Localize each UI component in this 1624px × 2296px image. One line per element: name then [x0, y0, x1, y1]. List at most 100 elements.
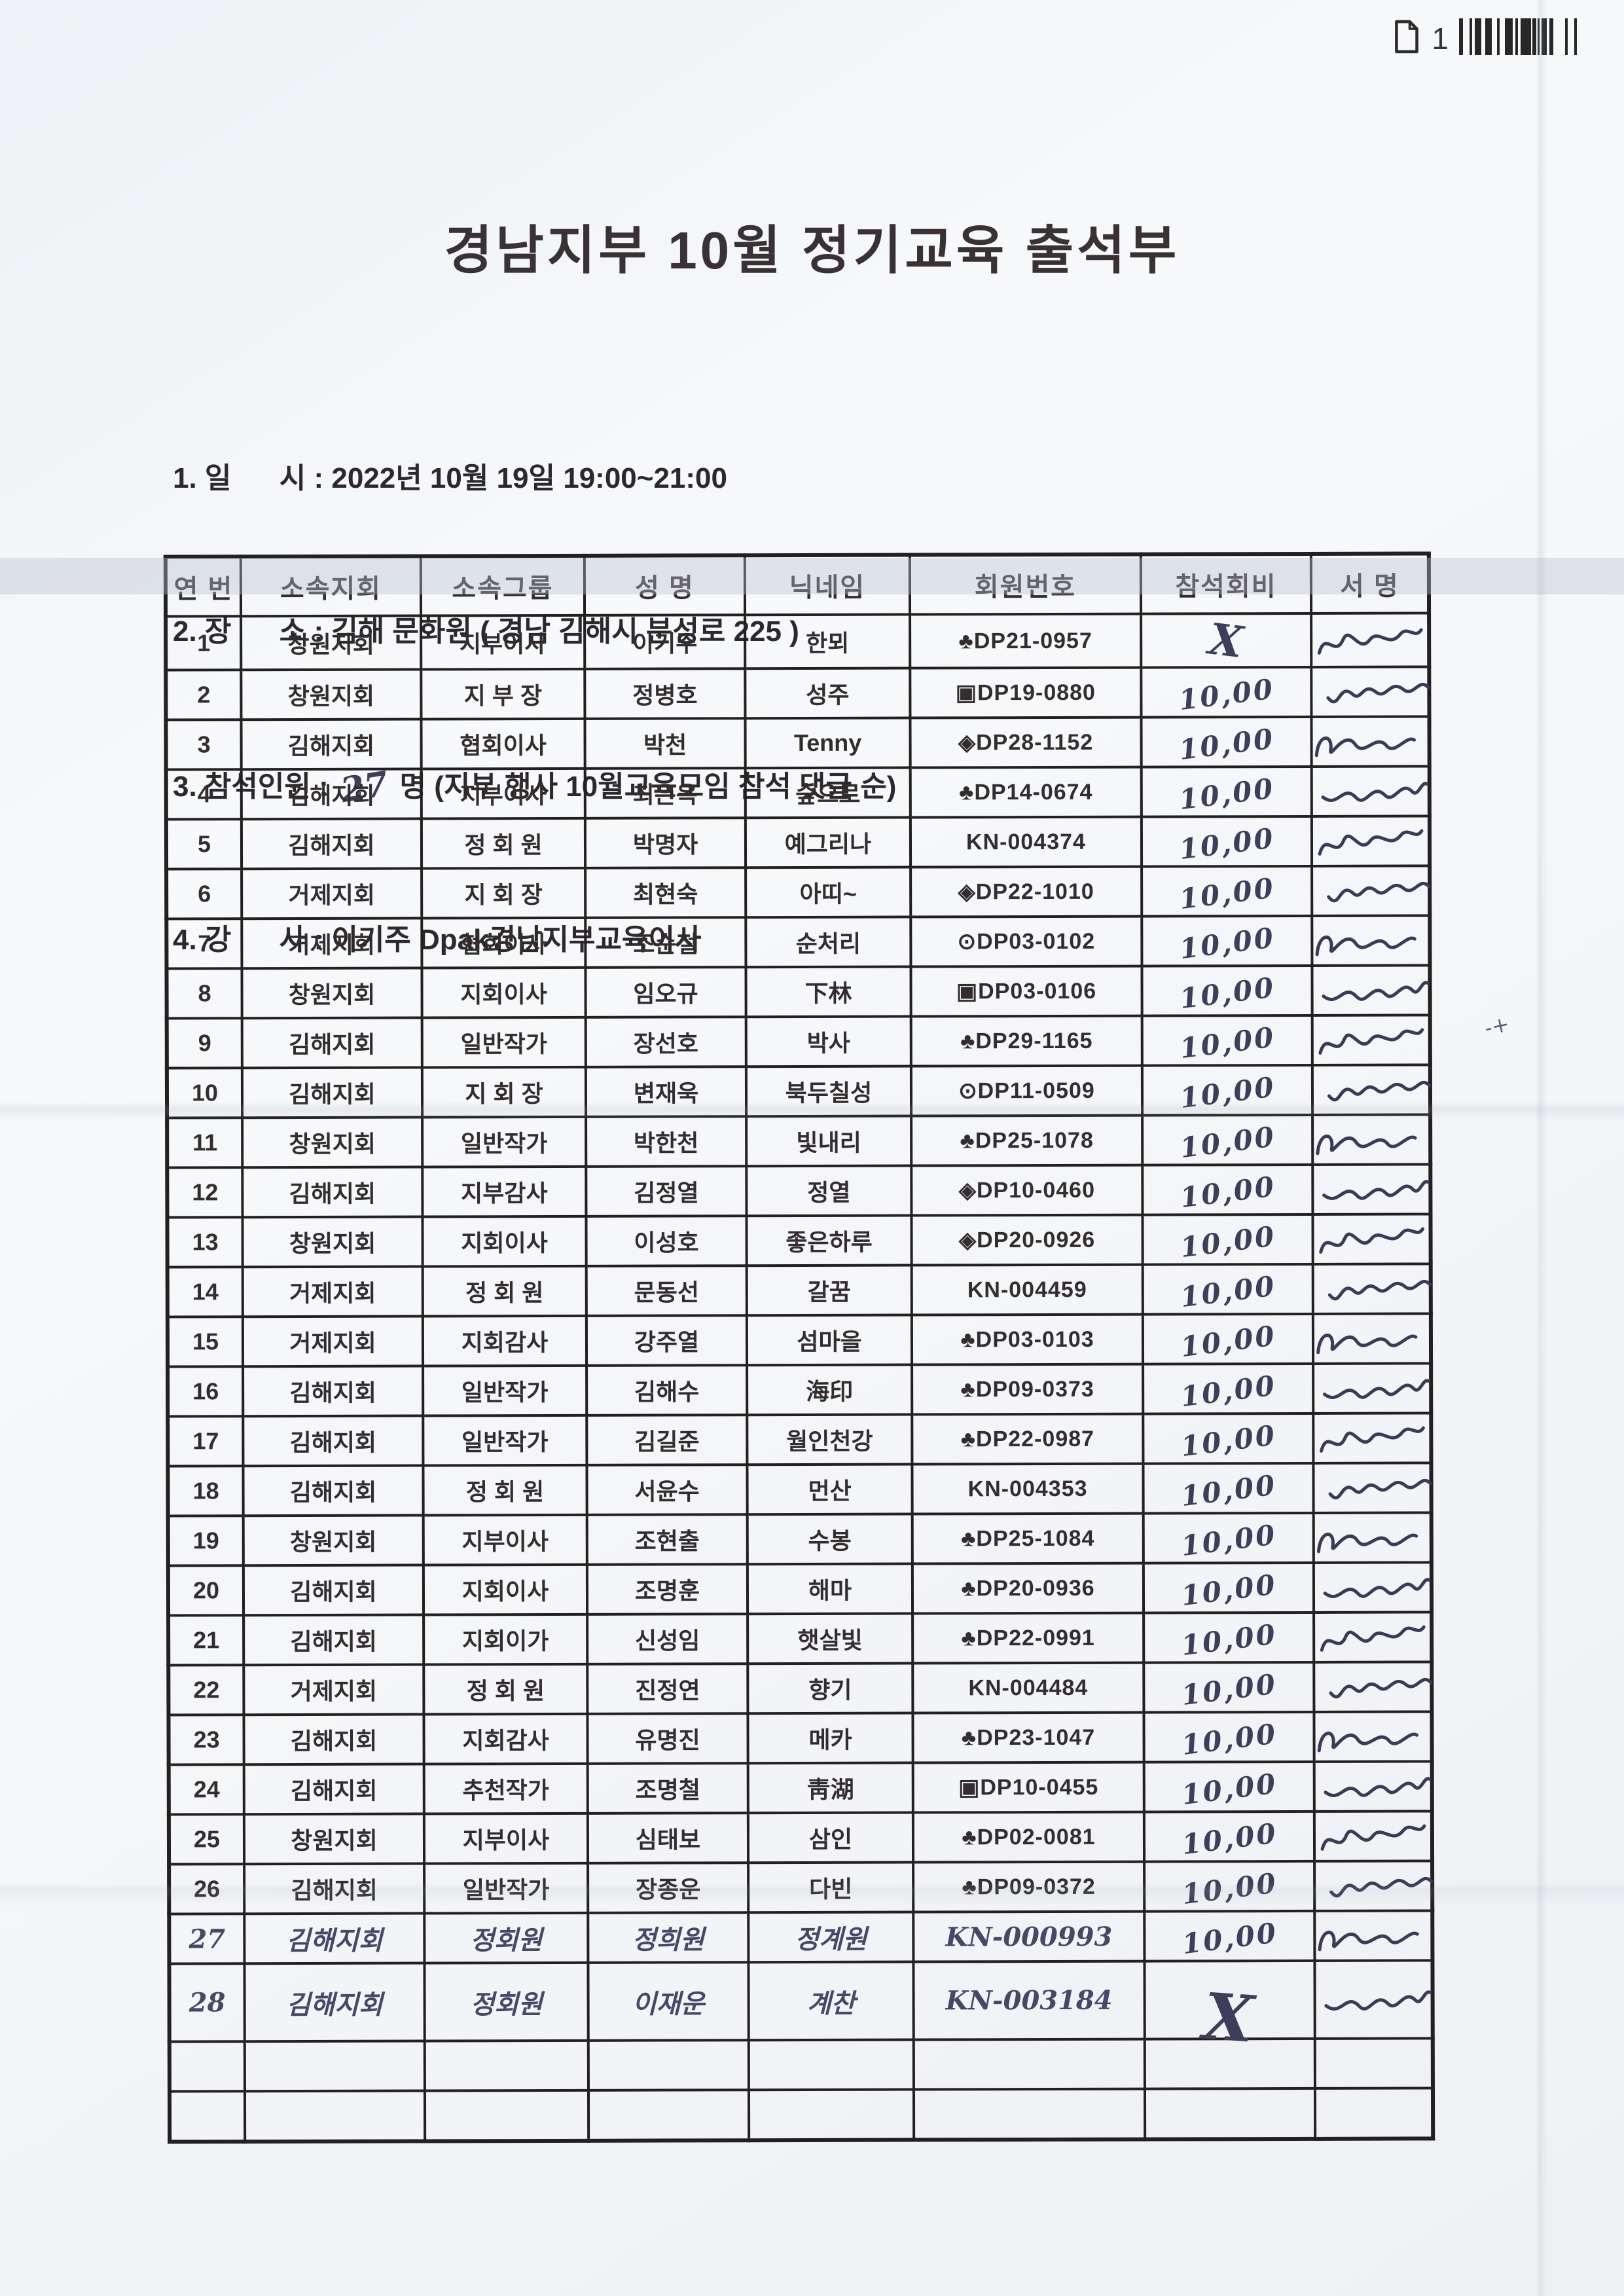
cell-fee: 10,00: [1144, 1711, 1314, 1762]
cell-fee: 10,00: [1141, 666, 1312, 718]
cell-member-number: ◈DP20-0926: [911, 1214, 1143, 1266]
cell-nickname: Tenny: [745, 718, 911, 769]
cell-no: 17: [168, 1416, 244, 1467]
cell-nickname: 향기: [748, 1663, 913, 1714]
cell-member-number: ◈DP22-1010: [911, 866, 1142, 917]
cell-signature: [1313, 1562, 1432, 1613]
cell-branch: 김해지회: [241, 818, 422, 869]
cell-nickname: 삼인: [748, 1812, 914, 1863]
cell-name: 정희원: [588, 1912, 749, 1963]
cell-branch: 창원지회: [242, 1216, 423, 1267]
handwritten-fee: 10,00: [1177, 771, 1276, 816]
signature-scribble: [1327, 1279, 1432, 1301]
cell-signature: [1312, 866, 1430, 916]
cell-no: 15: [167, 1317, 244, 1367]
cell-nickname: 섬마을: [746, 1315, 912, 1366]
table-row: [169, 2088, 1434, 2142]
cell-signature: [1314, 1910, 1433, 1961]
cell-no: 10: [166, 1068, 243, 1118]
attendance-table-body: 1 창원지회 지부이사 이기주 한뫼 ♣DP21-0957 X 2 창원지회 지 부 장 정병호 성주…: [166, 613, 1434, 2142]
cell-member-number: [913, 2088, 1146, 2140]
table-row: 23 김해지회 지회감사 유명진 메카 ♣DP23-1047 10,00: [168, 1711, 1432, 1765]
cell-branch: [244, 2090, 425, 2142]
cell-group: 정 회 원: [421, 818, 586, 869]
cell-name: 유명진: [587, 1713, 748, 1764]
signature-scribble: [1320, 1625, 1426, 1652]
cell-name: 문동선: [586, 1266, 747, 1316]
cell-member-number: KN-004353: [912, 1463, 1144, 1514]
cell-no: 20: [168, 1565, 244, 1616]
cell-branch: 김해지회: [242, 1067, 423, 1118]
handwritten-fee: 10,00: [1178, 970, 1277, 1015]
cell-signature: [1314, 1711, 1432, 1762]
cell-signature: [1314, 1761, 1432, 1812]
cell-name: 이성호: [586, 1216, 747, 1266]
cell-fee: 10,00: [1142, 1065, 1313, 1116]
table-row: 26 김해지회 일반작가 장종운 다빈 ♣DP09-0372 10,00: [169, 1861, 1433, 1914]
cell-name: 이기주: [585, 615, 746, 669]
cell-name: 변재욱: [585, 1066, 747, 1117]
table-row: 14 거제지회 정 회 원 문동선 갈꿈 KN-004459 10,00: [167, 1264, 1432, 1317]
cell-group: 지회이사: [422, 1216, 586, 1267]
table-row: 17 김해지회 일반작가 김길준 월인천강 ♣DP22-0987 10,00: [168, 1413, 1432, 1467]
cell-name: 장종운: [588, 1863, 749, 1913]
cell-no: 6: [166, 869, 242, 919]
cell-nickname: 예그리나: [745, 817, 911, 868]
cell-signature: [1314, 1861, 1433, 1911]
info-value: 이기주 Dpak경남지부교육이사: [331, 924, 702, 956]
handwritten-fee: 10,00: [1179, 1518, 1278, 1562]
cell-branch: 거제지회: [242, 918, 422, 969]
barcode-icon: [1459, 18, 1590, 58]
cell-fee: 10,00: [1143, 1463, 1314, 1514]
cell-no: 9: [166, 1018, 242, 1068]
signature-scribble: [1314, 737, 1416, 757]
table-row: 15 거제지회 지회감사 강주열 섬마을 ♣DP03-0103 10,00: [167, 1313, 1432, 1367]
cell-nickname: [748, 2039, 914, 2090]
handwritten-fee: 10,00: [1180, 1866, 1280, 1910]
table-row: 4 김해지회 지부이사 최은옥 숲으로 ♣DP14-0674 10,00: [166, 766, 1430, 820]
cell-name: 임오규: [585, 967, 746, 1017]
cell-branch: 창원지회: [242, 968, 422, 1019]
cell-group: 지회이가: [424, 1614, 588, 1665]
cell-branch: 김해지회: [243, 1415, 424, 1467]
cell-nickname: 계찬: [748, 1961, 914, 2041]
handwritten-fee: 10,00: [1178, 1219, 1278, 1264]
cell-fee: 10,00: [1142, 915, 1312, 966]
table-row: 19 창원지회 지부이사 조현출 수봉 ♣DP25-1084 10,00: [168, 1512, 1432, 1566]
cell-nickname: 순처리: [746, 917, 911, 968]
handwritten-fee: 10,00: [1180, 1916, 1280, 1960]
cell-name: [588, 2040, 749, 2090]
cell-name: 장선호: [585, 1017, 746, 1067]
cell-name: 박천: [585, 718, 746, 769]
cell-group: 지부감사: [422, 1166, 586, 1217]
info-value: 김해 문화원 ( 경남 김해시 분성로 225 ): [331, 615, 799, 647]
cell-branch: 거제지회: [242, 1316, 424, 1367]
table-row: 1 창원지회 지부이사 이기주 한뫼 ♣DP21-0957 X: [166, 613, 1430, 670]
cell-signature: [1313, 1463, 1432, 1513]
signature-scribble: [1316, 1533, 1418, 1554]
handwritten-fee: 10,00: [1178, 1169, 1278, 1214]
handwritten-fee: 10,00: [1178, 1368, 1278, 1413]
cell-group: 일반작가: [423, 1365, 587, 1416]
table-header-row: 연 번 소속지회 소속그룹 성 명 닉네임 회원번호 참석회비 서 명: [165, 553, 1430, 617]
cell-name: 최현숙: [585, 867, 746, 918]
cell-no: 13: [167, 1217, 243, 1267]
cell-name: 정병호: [585, 668, 746, 719]
info-label: 3. 참석인원 :: [173, 771, 336, 803]
cell-member-number: ♣DP03-0103: [911, 1314, 1144, 1365]
cell-no: 28: [169, 1963, 245, 2042]
header-nickname: 닉네임: [744, 555, 911, 615]
cell-signature: [1311, 613, 1430, 667]
cell-group: [424, 2090, 589, 2141]
cell-group: 정 회 원: [423, 1465, 587, 1516]
cell-signature: [1313, 1512, 1432, 1563]
cell-branch: 김해지회: [244, 1764, 424, 1815]
signature-scribble: [1322, 1180, 1430, 1201]
handwritten-fee: 10,00: [1177, 721, 1276, 766]
handwritten-fee: 10,00: [1178, 1269, 1278, 1313]
cell-group: 지회감사: [424, 1713, 588, 1764]
cell-signature: [1313, 1363, 1432, 1413]
cell-group: 지부이사: [423, 1514, 587, 1565]
signature-scribble: [1317, 628, 1423, 655]
cell-no: 26: [169, 1864, 245, 1914]
